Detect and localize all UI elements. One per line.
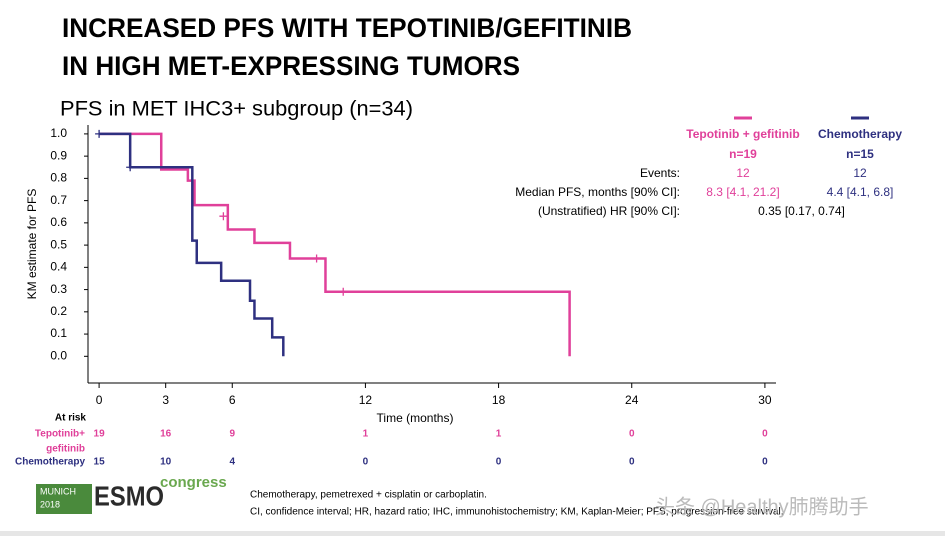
x-tick-label: 6 (229, 393, 236, 407)
at-risk-count: 0 (762, 429, 768, 440)
y-tick-label: 0.2 (50, 304, 67, 318)
x-tick-label: 12 (359, 393, 373, 407)
km-curve (99, 132, 571, 357)
y-tick-label: 0.4 (50, 260, 67, 274)
km-curve (99, 132, 285, 357)
legend-label: Chemotherapy (818, 127, 902, 141)
title-line: IN HIGH MET-EXPRESSING TUMORS (62, 51, 520, 81)
at-risk-count: 0 (363, 457, 369, 468)
legend-n: n=15 (846, 147, 874, 161)
y-tick-label: 1.0 (50, 126, 67, 140)
logo-year: 2018 (40, 499, 60, 509)
at-risk-count: 0 (496, 457, 502, 468)
y-tick-label: 0.3 (50, 282, 67, 296)
at-risk-count: 9 (229, 429, 235, 440)
y-axis-label: KM estimate for PFS (25, 189, 39, 300)
logo-city: MUNICH (40, 486, 76, 496)
at-risk-count: 1 (496, 429, 502, 440)
censor-mark (312, 254, 321, 263)
censor-mark (339, 287, 348, 296)
watermark: 头条 @Healthy肺腾助手 (655, 495, 869, 518)
footnote: Chemotherapy, pemetrexed + cisplatin or … (250, 490, 487, 501)
at-risk-count: 0 (629, 429, 635, 440)
stat-value: 0.35 [0.17, 0.74] (758, 204, 845, 218)
logo-event: congress (160, 474, 227, 491)
logo-box (36, 484, 92, 514)
x-axis-label: Time (months) (377, 411, 454, 425)
at-risk-count: 0 (629, 457, 635, 468)
stat-value: 12 (736, 166, 750, 180)
at-risk-title: At risk (55, 413, 87, 424)
at-risk-count: 16 (160, 429, 172, 440)
at-risk-label: gefitinib (46, 444, 85, 455)
at-risk-label: Tepotinib+ (35, 429, 85, 440)
at-risk-count: 4 (229, 457, 235, 468)
censor-mark (126, 163, 135, 172)
y-tick-label: 0.5 (50, 237, 67, 251)
at-risk-count: 1 (363, 429, 369, 440)
stat-value: 12 (853, 166, 867, 180)
y-tick-label: 0.6 (50, 215, 67, 229)
at-risk-count: 15 (94, 457, 106, 468)
y-tick-label: 0.8 (50, 171, 67, 185)
stat-label: Median PFS, months [90% CI]: (515, 185, 680, 199)
footnote: CI, confidence interval; HR, hazard rati… (250, 507, 784, 518)
stat-label: Events: (640, 166, 680, 180)
y-tick-label: 0.7 (50, 193, 67, 207)
y-tick-label: 0.0 (50, 348, 67, 362)
censor-mark (95, 129, 104, 138)
at-risk-count: 10 (160, 457, 172, 468)
at-risk-count: 19 (94, 429, 106, 440)
at-risk-label: Chemotherapy (15, 457, 85, 468)
y-tick-label: 0.1 (50, 326, 67, 340)
x-tick-label: 18 (492, 393, 506, 407)
y-tick-label: 0.9 (50, 148, 67, 162)
legend-label: Tepotinib + gefitinib (686, 127, 799, 141)
x-tick-label: 30 (758, 393, 772, 407)
logo: MUNICH 2018 ESMO congress (36, 474, 227, 514)
x-tick-label: 24 (625, 393, 639, 407)
stat-value: 4.4 [4.1, 6.8] (827, 185, 894, 199)
logo-brand: ESMO (94, 480, 164, 511)
x-tick-label: 0 (96, 393, 103, 407)
title-line: INCREASED PFS WITH TEPOTINIB/GEFITINIB (62, 13, 632, 43)
stat-label: (Unstratified) HR [90% CI]: (538, 204, 680, 218)
subtitle: PFS in MET IHC3+ subgroup (n=34) (60, 98, 413, 121)
censor-mark (219, 212, 228, 221)
bottom-bar (0, 531, 945, 536)
stat-value: 8.3 [4.1, 21.2] (706, 185, 779, 199)
x-tick-label: 3 (162, 393, 169, 407)
legend-n: n=19 (729, 147, 757, 161)
at-risk-count: 0 (762, 457, 768, 468)
